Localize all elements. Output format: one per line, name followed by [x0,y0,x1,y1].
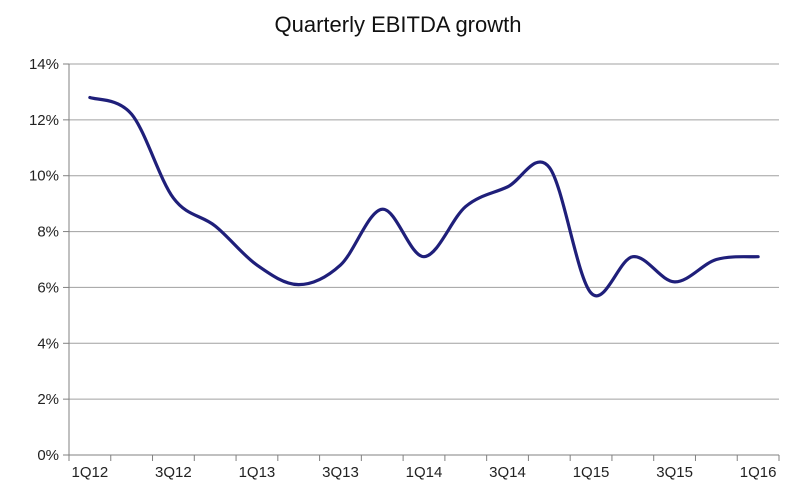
data-point [255,263,259,267]
y-tick-label: 12% [29,112,59,129]
x-tick-label: 3Q14 [489,464,526,481]
x-tick-label: 3Q13 [322,464,359,481]
x-tick-label: 1Q13 [239,464,276,481]
x-tick-label: 1Q14 [406,464,443,481]
y-tick-label: 0% [37,447,59,464]
x-tick-label: 3Q15 [656,464,693,481]
axis-layer [63,63,780,461]
x-tick-label: 1Q15 [573,464,610,481]
data-point [338,263,342,267]
data-point [673,280,677,284]
data-point [422,255,426,259]
data-point [506,185,510,189]
data-point [380,207,384,211]
x-tick-label: 1Q16 [740,464,777,481]
data-point [171,196,175,200]
x-tick-label: 3Q12 [155,464,192,481]
label-layer: 0% 2% 4% 6% 8% 10% 12% 14% 1Q12 3Q12 1Q13 3Q13 1Q14 3… [29,56,777,481]
y-tick-label: 14% [29,56,59,73]
data-point [631,255,635,259]
y-tick-label: 4% [37,335,59,352]
x-tick-label: 1Q12 [72,464,109,481]
y-tick-label: 2% [37,391,59,408]
data-point [88,96,92,100]
data-point [130,112,134,116]
series-layer [88,95,760,298]
y-tick-label: 6% [37,279,59,296]
data-point [714,258,718,262]
data-point [547,165,551,169]
data-point [213,224,217,228]
data-point [589,291,593,295]
data-point [756,255,760,259]
data-point [297,283,301,287]
series-line [88,95,760,298]
y-tick-label: 10% [29,168,59,185]
grid-layer [69,63,779,400]
chart-title: Quarterly EBITDA growth [274,12,522,37]
y-tick-label: 8% [37,224,59,241]
data-point [464,204,468,208]
